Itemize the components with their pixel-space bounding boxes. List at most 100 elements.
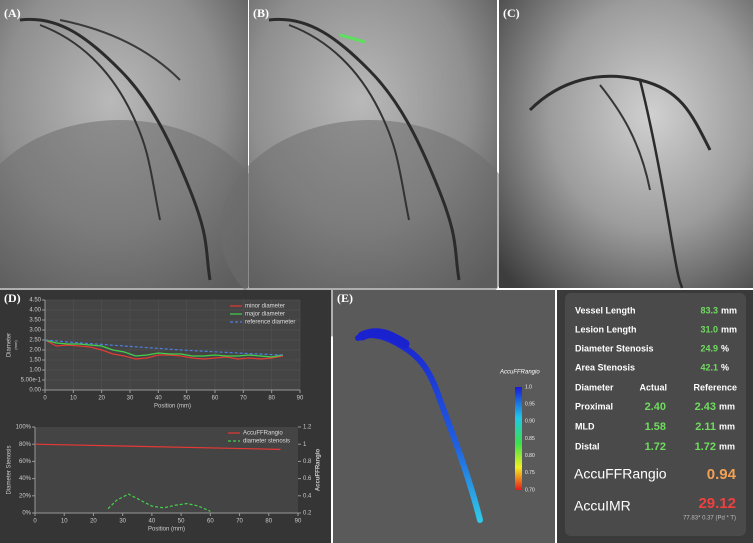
legend-label: major diameter xyxy=(245,312,285,318)
result-unit: mm xyxy=(721,324,737,334)
table-header: Reference xyxy=(693,382,737,392)
legend-label: minor diameter xyxy=(245,304,285,310)
unit: mm xyxy=(719,441,735,451)
colorbar-label: 0.85 xyxy=(525,436,535,442)
x-tick-label: 70 xyxy=(236,519,243,525)
x-tick-label: 50 xyxy=(178,519,185,525)
reference-value: 2.11 xyxy=(695,421,716,433)
panel-label: (A) xyxy=(4,6,21,20)
x-tick-label: 60 xyxy=(212,396,219,402)
vessel-model xyxy=(357,328,410,349)
y-tick-label: 60% xyxy=(19,459,32,465)
x-tick-label: 50 xyxy=(183,396,190,402)
panel-label: (B) xyxy=(253,6,269,20)
result-value: 24.9 xyxy=(700,343,718,353)
imr-note: 77.83* 0.37 (Pd * T) xyxy=(683,516,736,522)
y-tick-label: 0% xyxy=(22,511,31,517)
imr-value: 29.12 xyxy=(698,495,736,512)
result-label: Vessel Length xyxy=(575,305,636,315)
result-unit: mm xyxy=(721,305,737,315)
y-axis-label: Diameter xyxy=(7,333,13,357)
y-tick-label: 2.50 xyxy=(29,338,41,344)
actual-value: 1.58 xyxy=(645,421,666,433)
y-axis-label: Diameter Stenosis xyxy=(7,445,13,494)
colorbar-label: 0.75 xyxy=(525,470,535,476)
x-tick-label: 40 xyxy=(155,396,162,402)
y-tick-label: 1.50 xyxy=(29,358,41,364)
y-tick-label: 5.00e-1 xyxy=(21,378,42,384)
result-unit: % xyxy=(721,362,729,372)
y-tick-label: 2.00 xyxy=(29,348,41,354)
reference-value: 2.43 xyxy=(695,401,716,413)
result-value: 42.1 xyxy=(700,362,718,372)
y2-axis-label: AccuFFRangio xyxy=(316,449,322,492)
x-tick-label: 10 xyxy=(70,396,77,402)
unit: mm xyxy=(719,401,735,411)
y-tick-label: 1.00 xyxy=(29,368,41,374)
angiogram-b xyxy=(220,0,520,340)
ffr-label: AccuFFRangio xyxy=(574,466,667,482)
table-header: Actual xyxy=(639,382,667,392)
angiogram-c xyxy=(499,0,753,289)
y-tick-label: 40% xyxy=(19,476,32,482)
legend-label: reference diameter xyxy=(245,320,295,326)
x-tick-label: 20 xyxy=(98,396,105,402)
x-tick-label: 30 xyxy=(119,519,126,525)
plot-area xyxy=(35,427,298,513)
y-tick-label: 20% xyxy=(19,493,32,499)
panel-label: (C) xyxy=(503,6,520,20)
ffr-value: 0.94 xyxy=(707,466,737,483)
y-tick-label: 100% xyxy=(16,425,32,431)
y2-tick-label: 0.2 xyxy=(303,511,312,517)
y-tick-label: 3.50 xyxy=(29,318,41,324)
x-tick-label: 80 xyxy=(265,519,272,525)
y-tick-label: 3.00 xyxy=(29,328,41,334)
x-tick-label: 20 xyxy=(90,519,97,525)
legend-label: AccuFFRangio xyxy=(243,431,283,437)
result-label: Lesion Length xyxy=(575,324,637,334)
y-tick-label: 80% xyxy=(19,442,32,448)
colorbar-label: 0.95 xyxy=(525,401,535,407)
unit: mm xyxy=(719,421,735,431)
panel-label: (D) xyxy=(4,291,21,305)
x-tick-label: 80 xyxy=(268,396,275,402)
x-tick-label: 0 xyxy=(33,519,37,525)
y-tick-label: 0.00 xyxy=(29,388,41,394)
y2-tick-label: 0.4 xyxy=(303,493,312,499)
series-line xyxy=(44,339,284,360)
reference-value: 1.72 xyxy=(695,441,716,453)
result-value: 83.3 xyxy=(700,305,718,315)
colorbar-label: 0.70 xyxy=(525,487,535,493)
colorbar-label: 0.80 xyxy=(525,453,535,459)
results-card xyxy=(565,293,746,536)
legend-label: diameter stenosis xyxy=(243,439,290,445)
x-tick-label: 90 xyxy=(295,519,302,525)
row-label: MLD xyxy=(575,421,595,431)
x-tick-label: 90 xyxy=(297,396,304,402)
row-label: Distal xyxy=(575,441,600,451)
colorbar-label: 1.0 xyxy=(525,384,532,390)
result-unit: % xyxy=(721,343,729,353)
x-tick-label: 30 xyxy=(127,396,134,402)
series-line xyxy=(34,443,281,450)
x-tick-label: 10 xyxy=(61,519,68,525)
imr-label: AccuIMR xyxy=(574,498,631,514)
series-line xyxy=(107,493,211,512)
y2-tick-label: 0.8 xyxy=(303,459,312,465)
x-axis-label: Position (mm) xyxy=(148,527,185,533)
x-tick-label: 70 xyxy=(240,396,247,402)
y-axis-unit: (mm) xyxy=(13,340,18,350)
colorbar-title: AccuFFRangio xyxy=(499,370,540,376)
table-header: Diameter xyxy=(575,382,614,392)
result-value: 31.0 xyxy=(700,324,718,334)
content: (A) (B) (C) (D) (E) 0 10 20 30 40 50 60 70 80 90 0.00 5.… xyxy=(4,6,737,533)
panel-label: (E) xyxy=(337,291,353,305)
colorbar xyxy=(515,387,522,490)
angiogram-a xyxy=(0,0,270,340)
x-axis-label: Position (mm) xyxy=(154,404,191,410)
y2-tick-label: 0.6 xyxy=(303,476,312,482)
actual-value: 1.72 xyxy=(645,441,666,453)
series-line xyxy=(44,339,284,358)
x-tick-label: 60 xyxy=(207,519,214,525)
